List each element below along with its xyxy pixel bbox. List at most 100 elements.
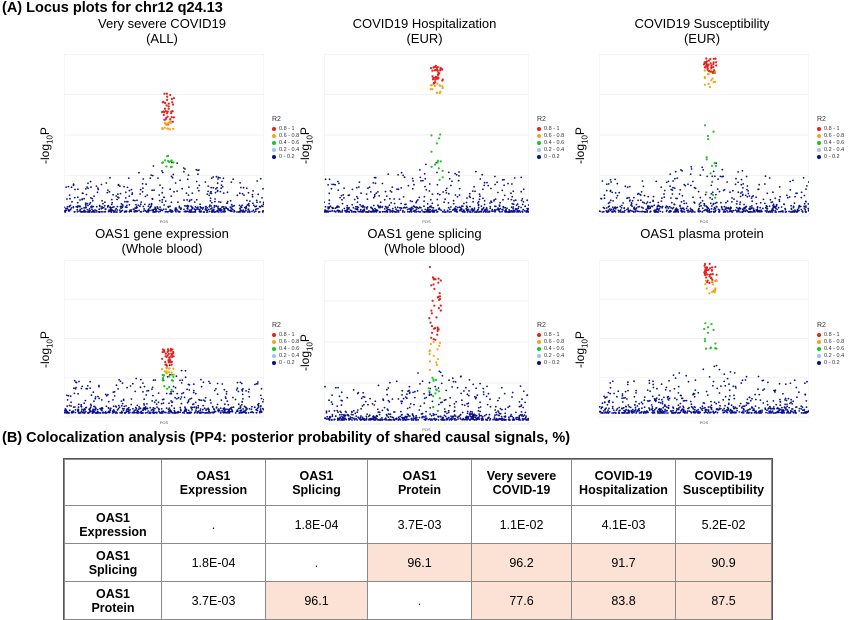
legend-item: 0.2 - 0.4 [537, 352, 564, 359]
y-axis-label: -log10P [573, 330, 590, 368]
row-header: OAS1 Expression [64, 505, 162, 544]
scatter-plot: POS [64, 54, 264, 224]
plot-legend: R2 0.8 - 1 0.6 - 0.8 0.4 - 0.6 0.2 - 0.4 0 - … [272, 116, 299, 160]
legend-item: 0.8 - 1 [272, 331, 299, 338]
section-a-title: (A) Locus plots for chr12 q24.13 [2, 0, 223, 16]
plot-title: Very severe COVID19 (ALL) [98, 16, 226, 46]
plot-legend: R2 0.8 - 1 0.6 - 0.8 0.4 - 0.6 0.2 - 0.4 0 - … [817, 322, 844, 366]
table-cell: 96.1 [265, 581, 368, 620]
legend-item: 0.6 - 0.8 [817, 338, 844, 345]
table-cell: 1.1E-02 [471, 505, 572, 544]
table-row: OAS1 Expression . 1.8E-04 3.7E-03 1.1E-02… [64, 505, 772, 544]
legend-title: R2 [272, 116, 281, 123]
legend-item: 0.4 - 0.6 [537, 139, 564, 146]
scatter-plot: POS [599, 54, 809, 224]
scatter-plot: POS [324, 260, 529, 432]
table-cell: 83.8 [571, 581, 676, 620]
locus-plot: COVID19 Susceptibility (EUR) -log10P POS R2 0… [573, 14, 850, 234]
legend-swatch [537, 147, 541, 152]
legend-swatch [817, 353, 821, 358]
legend-swatch [537, 133, 541, 138]
table-cell: . [367, 581, 472, 620]
legend-item: 0.2 - 0.4 [272, 146, 299, 153]
legend-swatch [817, 346, 821, 351]
y-axis-label: -log10P [38, 127, 55, 164]
legend-item: 0.6 - 0.8 [537, 338, 564, 345]
y-axis-label: -log10P [38, 330, 55, 368]
column-header: COVID-19 Susceptibility [675, 459, 772, 506]
locus-plot: Very severe COVID19 (ALL) -log10P POS R2 0.8 … [38, 14, 314, 234]
table-cell: 96.1 [367, 543, 472, 582]
x-axis-label: POS [700, 219, 709, 224]
locus-plot: OAS1 plasma protein -log10P POS R2 0.8 - 1 0.… [573, 224, 850, 435]
legend-swatch [537, 154, 541, 159]
legend-swatch [272, 133, 276, 138]
legend-swatch [537, 353, 541, 358]
legend-swatch [272, 154, 276, 159]
scatter-plot: POS [64, 260, 264, 425]
table-corner-cell [64, 459, 162, 506]
table-cell: 4.1E-03 [571, 505, 676, 544]
legend-title: R2 [272, 322, 281, 329]
legend-item: 0.8 - 1 [537, 331, 564, 338]
legend-item: 0.2 - 0.4 [537, 146, 564, 153]
plot-title: OAS1 gene splicing (Whole blood) [367, 226, 482, 256]
legend-item: 0 - 0.2 [817, 359, 844, 366]
y-axis-label: -log10P [298, 334, 315, 371]
table-cell: 5.2E-02 [675, 505, 772, 544]
plot-legend: R2 0.8 - 1 0.6 - 0.8 0.4 - 0.6 0.2 - 0.4 0 - … [537, 322, 564, 366]
plot-title: OAS1 gene expression (Whole blood) [95, 226, 229, 256]
legend-item: 0.2 - 0.4 [272, 352, 299, 359]
section-b-title: (B) Colocalization analysis (PP4: poster… [2, 430, 571, 446]
x-axis-label: POS [700, 420, 709, 425]
table-cell: 96.2 [471, 543, 572, 582]
plot-legend: R2 0.8 - 1 0.6 - 0.8 0.4 - 0.6 0.2 - 0.4 0 - … [537, 116, 564, 160]
legend-item: 0.6 - 0.8 [817, 132, 844, 139]
legend-item: 0.8 - 1 [817, 331, 844, 338]
legend-item: 0.6 - 0.8 [272, 338, 299, 345]
legend-swatch [537, 346, 541, 351]
legend-item: 0 - 0.2 [272, 359, 299, 366]
legend-item: 0.4 - 0.6 [817, 345, 844, 352]
legend-item: 0.2 - 0.4 [817, 352, 844, 359]
table-cell: 87.5 [675, 581, 772, 620]
table-row: OAS1 Protein 3.7E-03 96.1 . 77.6 83.8 87.… [64, 581, 772, 620]
table-cell: 91.7 [571, 543, 676, 582]
table-cell: 77.6 [471, 581, 572, 620]
x-axis-label: POS [422, 219, 431, 224]
legend-item: 0 - 0.2 [272, 153, 299, 160]
legend-item: 0.4 - 0.6 [272, 139, 299, 146]
legend-swatch [537, 360, 541, 365]
table-cell: 1.8E-04 [265, 505, 368, 544]
x-axis-label: POS [422, 427, 431, 432]
legend-item: 0.8 - 1 [537, 125, 564, 132]
legend-swatch [537, 126, 541, 131]
legend-swatch [817, 154, 821, 159]
row-header: OAS1 Splicing [64, 543, 162, 582]
legend-swatch [817, 332, 821, 337]
plot-title: COVID19 Hospitalization (EUR) [352, 16, 497, 46]
x-axis-label: POS [160, 420, 169, 425]
legend-item: 0 - 0.2 [537, 359, 564, 366]
legend-swatch [817, 133, 821, 138]
colocalization-table: OAS1 Expression OAS1 Splicing OAS1 Protein … [63, 458, 773, 620]
legend-item: 0.2 - 0.4 [817, 146, 844, 153]
legend-item: 0.4 - 0.6 [817, 139, 844, 146]
legend-item: 0.8 - 1 [817, 125, 844, 132]
legend-title: R2 [537, 322, 546, 329]
legend-swatch [272, 126, 276, 131]
column-header: OAS1 Splicing [265, 459, 368, 506]
column-header: COVID-19 Hospitalization [571, 459, 676, 506]
legend-item: 0.8 - 1 [272, 125, 299, 132]
x-axis-label: POS [160, 219, 169, 224]
legend-item: 0.6 - 0.8 [272, 132, 299, 139]
table-cell: 3.7E-03 [161, 581, 266, 620]
y-axis-label: -log10P [298, 127, 315, 164]
plot-legend: R2 0.8 - 1 0.6 - 0.8 0.4 - 0.6 0.2 - 0.4 0 - … [817, 116, 844, 160]
y-axis-label: -log10P [573, 127, 590, 164]
table-cell: . [161, 505, 266, 544]
legend-item: 0.4 - 0.6 [537, 345, 564, 352]
legend-item: 0.6 - 0.8 [537, 132, 564, 139]
legend-swatch [272, 346, 276, 351]
plot-title: OAS1 plasma protein [640, 226, 764, 241]
